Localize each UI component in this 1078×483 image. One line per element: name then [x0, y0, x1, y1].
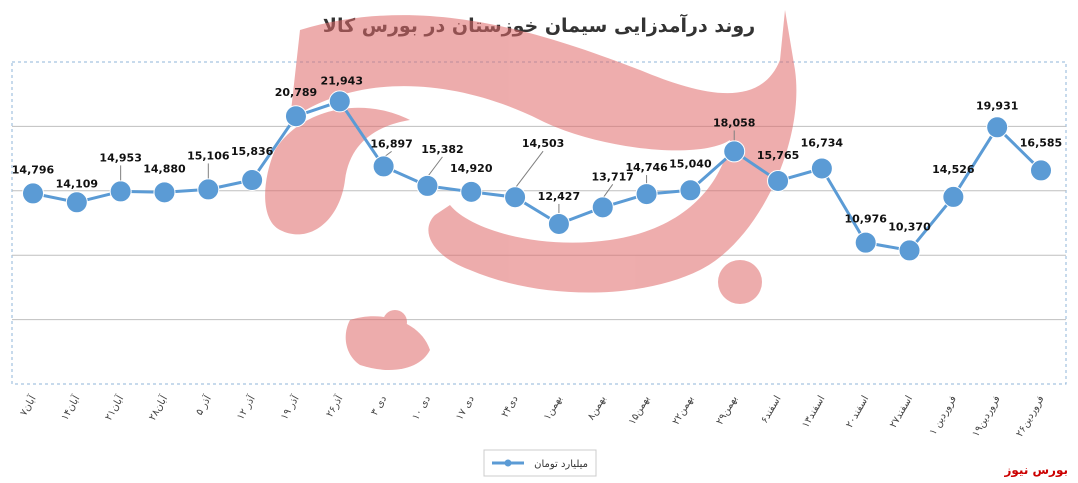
data-label: 15,836	[231, 145, 274, 158]
data-point	[241, 169, 264, 192]
data-point	[109, 180, 132, 203]
data-point	[679, 179, 702, 202]
data-label: 21,943	[321, 74, 363, 87]
x-tick-label: ۲۶آذر	[323, 392, 346, 419]
data-point	[723, 140, 746, 163]
data-label: 18,058	[713, 116, 755, 129]
data-label: 15,106	[187, 149, 230, 162]
data-label: 14,953	[99, 151, 141, 164]
data-point	[898, 239, 921, 262]
x-tick-label: ۱۳اسفند	[800, 394, 827, 430]
brand-logo-text: بورس نیوز	[1003, 463, 1068, 478]
x-tick-label: ۲۸آبان	[145, 392, 170, 423]
x-tick-label: ۲۲بهمن	[671, 394, 696, 427]
plot-area-border	[11, 61, 1067, 385]
data-label: 10,370	[888, 220, 931, 233]
x-tick-label: ۲۴دی	[500, 394, 521, 419]
data-label: 16,897	[370, 137, 412, 150]
label-leader-line	[602, 184, 614, 199]
x-tick-label: ۱۹فروردین	[970, 394, 1002, 439]
x-tick-label: ۸بهمن	[586, 394, 609, 422]
x-tick-label: ۱۵بهمن	[627, 394, 652, 427]
data-label: 14,746	[625, 161, 668, 174]
data-point	[372, 155, 395, 178]
data-label: 14,526	[932, 163, 975, 176]
data-point	[986, 116, 1009, 139]
x-tick-label: ۱۴آبان	[58, 392, 83, 423]
legend-series-name: میلیارد تومان	[534, 459, 588, 470]
label-leader-line	[514, 150, 544, 189]
x-tick-label: ۱۰ دی	[410, 394, 433, 422]
legend-marker-swatch	[504, 459, 512, 467]
data-point	[591, 196, 614, 219]
data-point	[810, 157, 833, 180]
x-tick-label: ۱۷ دی	[454, 394, 477, 422]
x-tick-label: ۱۹ آذر	[277, 392, 302, 422]
x-tick-label: ۲۰اسفند	[844, 394, 871, 430]
x-tick-label: ۵ آذر	[192, 392, 214, 417]
data-point	[460, 180, 483, 203]
x-tick-label: ۲۷اسفند	[888, 394, 915, 430]
data-label: 14,880	[143, 162, 186, 175]
x-tick-label: ۲۱آبان	[102, 392, 127, 423]
x-tick-label: ۲۶فروردین	[1014, 394, 1046, 439]
data-label: 15,382	[421, 143, 463, 156]
x-axis-tick-labels: ۷آبان ۱۴آبان ۲۱آبان ۲۸آبان ۵ آذر ۱۲ آذر ۱۹ آذر…	[17, 392, 1047, 439]
data-point	[65, 191, 88, 214]
data-label: 14,920	[450, 162, 493, 175]
data-label: 15,040	[669, 157, 712, 170]
x-tick-label: ۱ فروردین	[928, 394, 959, 437]
data-point	[328, 90, 351, 113]
legend: میلیارد تومان	[483, 449, 597, 477]
data-point	[284, 105, 307, 128]
data-points	[22, 90, 1052, 262]
data-label: 16,585	[1020, 136, 1062, 149]
data-point	[767, 169, 790, 192]
data-point	[547, 212, 570, 235]
data-point	[197, 178, 220, 201]
data-label: 13,717	[592, 170, 634, 183]
data-point	[854, 231, 877, 254]
data-point	[416, 174, 439, 197]
label-leader-line	[427, 156, 443, 178]
x-tick-label: ۶اسفند	[759, 394, 783, 425]
data-label: 19,931	[976, 99, 1018, 112]
data-point	[22, 182, 44, 205]
x-tick-label: ۳ دی	[369, 394, 389, 418]
data-label: 14,796	[12, 163, 55, 176]
x-tick-label: ۷آبان	[17, 392, 40, 418]
data-point	[635, 183, 658, 206]
data-label: 14,109	[56, 177, 98, 190]
data-label: 15,765	[757, 149, 799, 162]
data-point	[153, 181, 176, 204]
x-tick-label: ۲۹بهمن	[715, 394, 740, 427]
x-tick-label: ۱۲ آذر	[233, 392, 258, 422]
data-label: 12,427	[538, 190, 580, 203]
watermark-logo	[265, 10, 797, 370]
data-label: 10,976	[844, 213, 887, 226]
data-label: 16,734	[801, 136, 844, 149]
data-point	[504, 186, 527, 209]
data-point	[1030, 159, 1052, 182]
data-label: 20,789	[275, 86, 317, 99]
x-tick-label: ۱بهمن	[542, 394, 565, 422]
data-label: 14,503	[522, 137, 564, 150]
data-point	[942, 185, 965, 208]
